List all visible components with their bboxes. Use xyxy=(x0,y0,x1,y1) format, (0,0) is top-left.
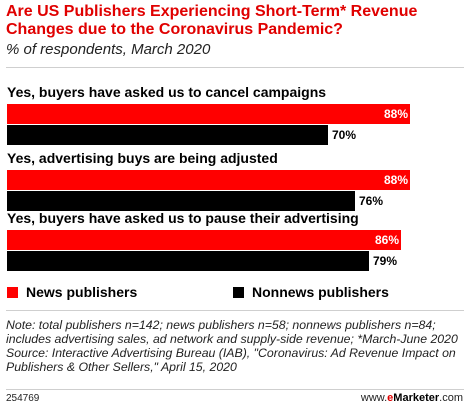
header-divider xyxy=(6,67,464,68)
category-label: Yes, advertising buys are being adjusted xyxy=(7,150,278,166)
legend-swatch-nonnews xyxy=(233,286,244,298)
bar-value-label: 86% xyxy=(374,233,399,247)
bar-news xyxy=(7,170,410,190)
legend-item-nonnews: Nonnews publishers xyxy=(233,284,389,300)
bar-value-label: 88% xyxy=(383,173,408,187)
category-label: Yes, buyers have asked us to pause their… xyxy=(7,210,359,226)
bar-news xyxy=(7,230,401,250)
bar-news xyxy=(7,104,410,124)
legend-item-news: News publishers xyxy=(7,284,137,300)
brand-name: Marketer xyxy=(393,392,440,404)
bar-nonnews xyxy=(7,191,355,211)
bar-value-label: 79% xyxy=(373,254,398,268)
note-text: Note: total publishers n=142; news publi… xyxy=(6,318,458,346)
brand-e: e xyxy=(387,392,394,404)
chart-subtitle: % of respondents, March 2020 xyxy=(6,41,211,58)
brand-prefix: www. xyxy=(360,392,388,404)
footnote: Note: total publishers n=142; news publi… xyxy=(6,318,466,374)
bar-value-label: 76% xyxy=(359,194,384,208)
bar-value-label: 88% xyxy=(383,107,408,121)
source-text: Source: Interactive Advertising Bureau (… xyxy=(6,346,456,374)
bar-nonnews xyxy=(7,125,328,145)
legend-label-news: News publishers xyxy=(26,284,138,300)
bar-nonnews xyxy=(7,251,369,271)
brand-url[interactable]: www.eMarketer.com xyxy=(361,392,463,405)
bar-value-label: 70% xyxy=(332,128,357,142)
legend-label-nonnews: Nonnews publishers xyxy=(252,284,389,300)
chart-id: 254769 xyxy=(6,393,40,404)
footer-divider xyxy=(6,310,464,311)
brand-suffix: .com xyxy=(439,392,463,404)
chart-title: Are US Publishers Experiencing Short-Ter… xyxy=(6,3,418,38)
legend: News publishers Nonnews publishers xyxy=(7,284,465,304)
legend-swatch-news xyxy=(7,286,18,298)
category-label: Yes, buyers have asked us to cancel camp… xyxy=(7,84,327,100)
bottom-divider xyxy=(6,389,464,390)
